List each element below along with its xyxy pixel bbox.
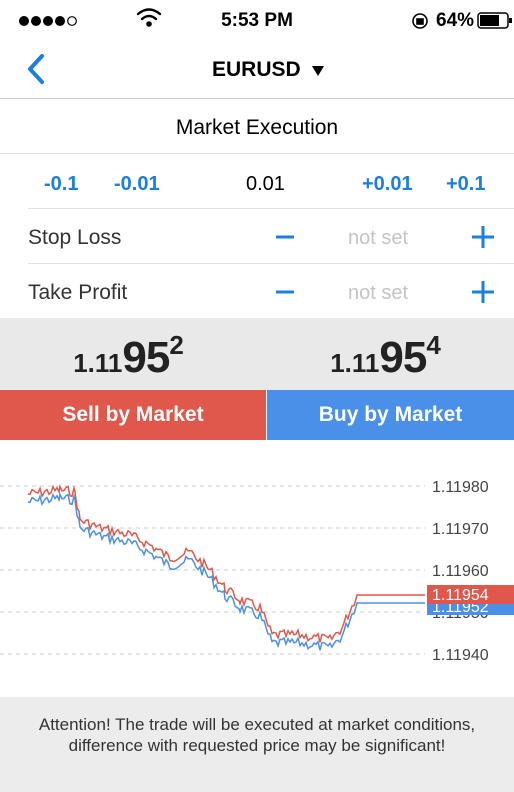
- stepper-icons: [276, 226, 494, 303]
- ask-label-box: [427, 585, 514, 604]
- bid-prefix: 1.11: [73, 348, 123, 378]
- clock: 5:53 PM: [221, 10, 293, 31]
- battery-level: 64%: [436, 10, 475, 31]
- divider: [0, 98, 514, 99]
- stop-loss-label: Stop Loss: [28, 226, 122, 249]
- dropdown-arrow[interactable]: [312, 66, 324, 76]
- notice-text: Attention! The trade will be executed at…: [38, 715, 476, 755]
- execution-mode[interactable]: Market Execution: [175, 116, 339, 139]
- take-profit-plus[interactable]: [472, 281, 494, 303]
- wifi: [136, 8, 162, 27]
- bid-line: [27, 492, 425, 651]
- ask-price: 1.11954: [257, 330, 514, 383]
- bid-big: 95: [122, 333, 170, 382]
- y-tick-label: 1.11960: [432, 563, 489, 580]
- ask-prefix: 1.11: [330, 348, 380, 378]
- notice-panel: [0, 697, 514, 792]
- ask-line: [27, 484, 425, 643]
- nav-icons: [28, 54, 324, 84]
- bid-pip: 2: [169, 330, 184, 360]
- volume-plus-small[interactable]: +0.01: [362, 173, 413, 195]
- signal: [19, 16, 77, 26]
- y-tick-label: 1.11970: [432, 521, 489, 538]
- ask-label: 1.11954: [432, 587, 489, 604]
- divider: [28, 263, 514, 264]
- battery: [477, 12, 512, 29]
- volume-minus-large[interactable]: -0.1: [44, 173, 79, 195]
- buy-button[interactable]: Buy by Market: [267, 390, 514, 440]
- divider: [28, 208, 514, 209]
- volume-value[interactable]: 0.01: [246, 173, 285, 195]
- divider: [0, 153, 514, 154]
- y-tick-label: 1.11940: [432, 647, 489, 664]
- status-icons: [19, 8, 512, 29]
- symbol-title[interactable]: EURUSD: [212, 58, 301, 81]
- take-profit-value[interactable]: not set: [348, 282, 409, 304]
- bid-price: 1.11952: [0, 330, 257, 383]
- volume-plus-large[interactable]: +0.1: [446, 173, 486, 195]
- stop-loss-value[interactable]: not set: [348, 227, 409, 249]
- price-panel: [0, 318, 514, 390]
- volume-minus-small[interactable]: -0.01: [114, 173, 160, 195]
- price-chart: 1.119801.119701.119601.119501.119401.119…: [0, 479, 514, 664]
- ask-pip: 4: [426, 330, 441, 360]
- ask-big: 95: [379, 333, 427, 382]
- take-profit-label: Take Profit: [28, 281, 128, 304]
- rotation-lock: [412, 13, 428, 29]
- y-tick-label: 1.11980: [432, 479, 489, 496]
- back-button[interactable]: [28, 54, 44, 84]
- sell-button[interactable]: Sell by Market: [0, 390, 266, 440]
- stop-loss-plus[interactable]: [472, 226, 494, 248]
